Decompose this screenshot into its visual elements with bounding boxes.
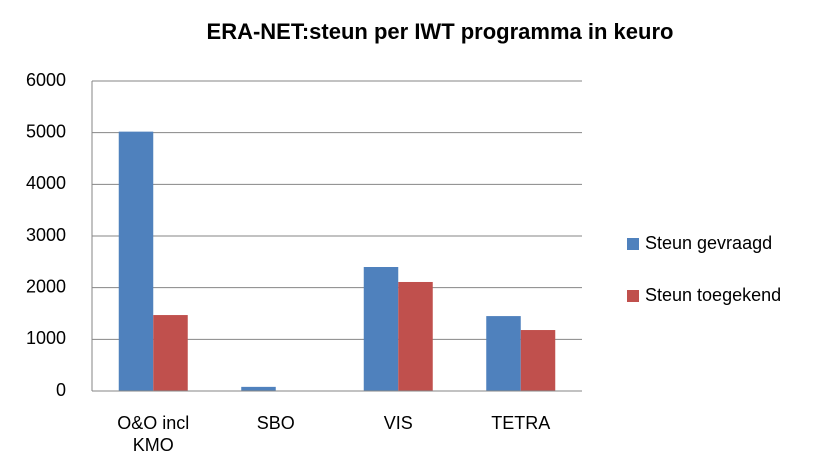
x-tick-label: TETRA xyxy=(491,413,551,433)
y-tick-label: 5000 xyxy=(26,121,66,141)
legend-label: Steun gevraagd xyxy=(645,233,772,253)
chart-title: ERA-NET:steun per IWT programma in keuro xyxy=(207,19,674,44)
bar xyxy=(398,281,433,391)
y-tick-label: 1000 xyxy=(26,328,66,348)
y-tick-label: 4000 xyxy=(26,173,66,193)
bar xyxy=(486,316,521,391)
y-tick-label: 0 xyxy=(56,380,66,400)
bar xyxy=(241,386,276,391)
y-tick-label: 6000 xyxy=(26,70,66,90)
y-tick-label: 3000 xyxy=(26,225,66,245)
x-tick-label: VIS xyxy=(383,413,413,433)
bar xyxy=(520,330,556,391)
x-tick-label: O&O incl KMO xyxy=(117,413,190,455)
y-tick-label: 2000 xyxy=(26,276,66,296)
legend-swatch xyxy=(627,238,639,250)
legend-label: Steun toegekend xyxy=(645,285,781,305)
bar xyxy=(363,267,399,391)
legend-swatch xyxy=(627,290,639,302)
bar xyxy=(118,131,154,391)
bar xyxy=(153,315,188,391)
x-tick-label: SBO xyxy=(256,413,295,433)
